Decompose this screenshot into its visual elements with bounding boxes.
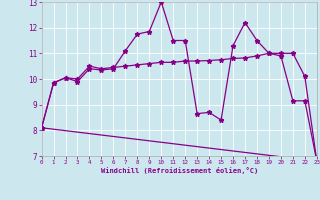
X-axis label: Windchill (Refroidissement éolien,°C): Windchill (Refroidissement éolien,°C) (100, 167, 258, 174)
